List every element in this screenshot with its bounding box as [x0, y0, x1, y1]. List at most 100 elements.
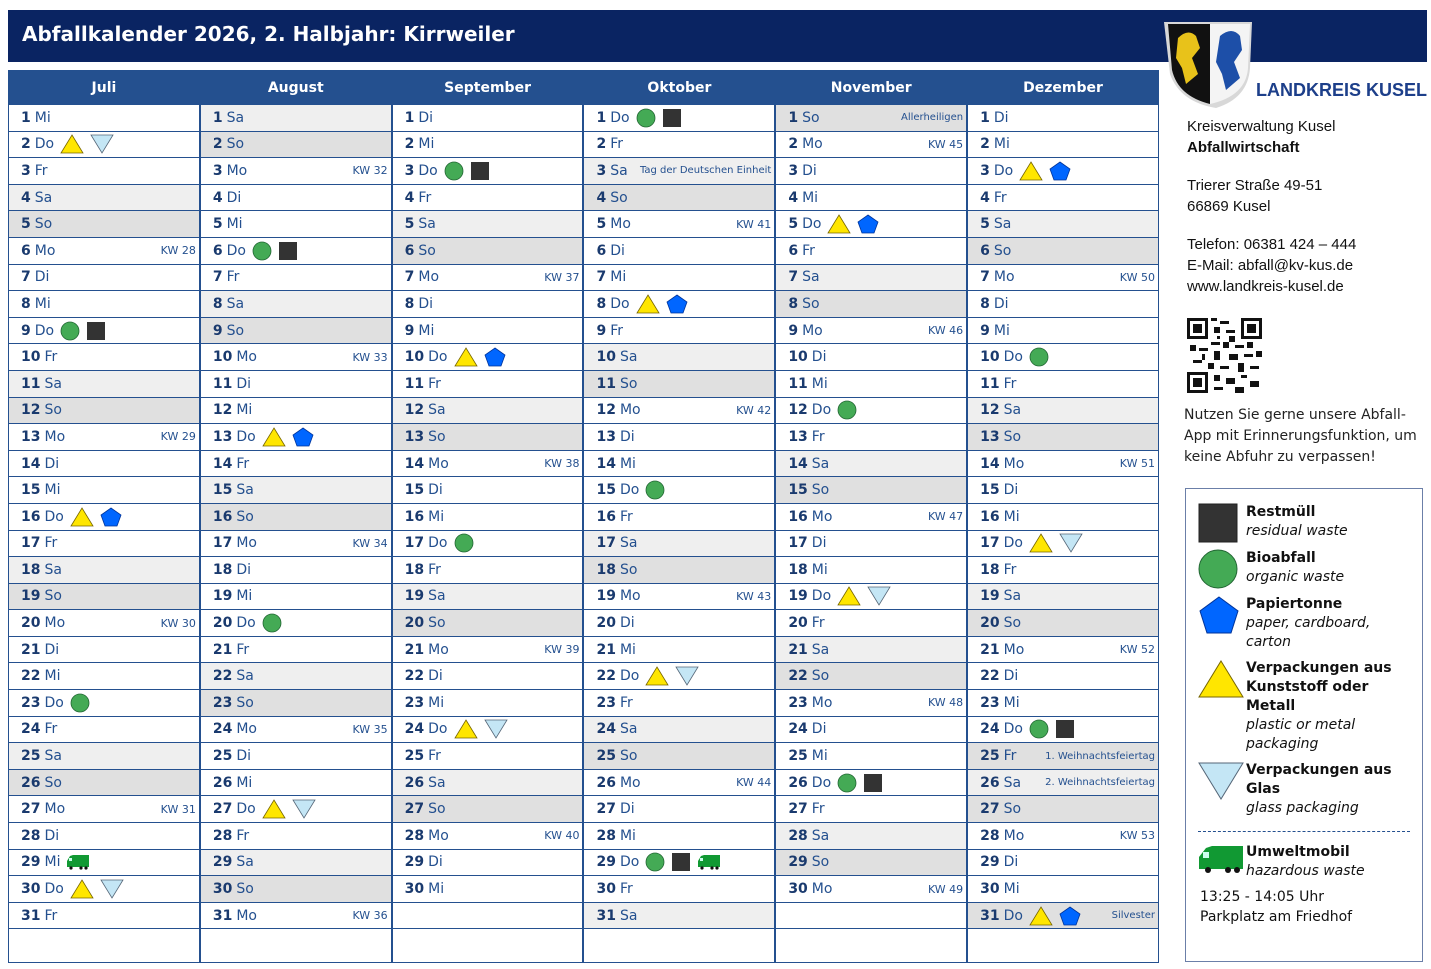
- day-row: 26 Sa 2. Weihnachtsfeiertag: [968, 769, 1158, 797]
- rest-pickup-icon: [86, 321, 106, 341]
- rest-pickup-icon: [1055, 719, 1075, 739]
- qr-code[interactable]: [1187, 318, 1262, 393]
- week-number: KW 48: [927, 696, 964, 710]
- coat-of-arms-logo: [1164, 22, 1252, 108]
- day-number: 10: [788, 349, 808, 366]
- weekday: Di: [811, 721, 827, 738]
- day-number: 24: [21, 721, 41, 738]
- day-row: 23 Do: [9, 690, 199, 717]
- day-number: 31: [212, 907, 233, 924]
- day-number: 20: [980, 615, 1000, 632]
- day-row: 22 Mi: [9, 663, 199, 691]
- weekday: Mi: [1003, 694, 1020, 711]
- email[interactable]: E-Mail: abfall@kv-kus.de: [1187, 257, 1354, 274]
- day-row: 7 Mi: [584, 265, 775, 292]
- day-number: 25: [404, 748, 425, 765]
- bio-pickup-icon: [1029, 719, 1049, 739]
- dept-name: Abfallwirtschaft: [1187, 139, 1300, 156]
- day-number: 16: [21, 508, 41, 525]
- gelbe-tonne-icon: [70, 506, 94, 527]
- week-number: KW 30: [160, 616, 196, 630]
- day-row: 26 Sa: [392, 769, 583, 797]
- papiertonne-icon: [100, 507, 122, 527]
- weekday: Mo: [1003, 455, 1025, 472]
- weekday: Sa: [811, 827, 830, 844]
- calendar-grid: Juli 1 Mi 2 Do 3 Fr 4 Sa 5 So 6 Mo KW 28 7 Di 8 Mi 9 Do 10 Fr…: [8, 70, 1159, 963]
- day-number: 23: [212, 694, 233, 711]
- day-row: 8 Sa: [200, 291, 391, 318]
- weekday: Sa: [428, 774, 446, 791]
- weekday: Fr: [811, 615, 825, 632]
- blue-pentagon-icon: [1199, 596, 1239, 634]
- weekday: Fr: [1003, 748, 1017, 765]
- day-number: 10: [21, 349, 41, 366]
- day-number: 23: [596, 694, 616, 711]
- day-row: 2 Do: [9, 132, 199, 159]
- weekday: Mo: [811, 508, 833, 525]
- day-row: 8 Di: [392, 291, 583, 318]
- bioabfall-icon: [60, 321, 80, 340]
- day-number: 12: [404, 402, 425, 419]
- weekday: Do: [610, 109, 630, 126]
- day-number: 5: [596, 216, 607, 233]
- day-row: 11 Fr: [392, 371, 583, 398]
- week-number: KW 43: [736, 589, 772, 603]
- day-number: 21: [596, 641, 616, 658]
- day-number: 2: [788, 136, 799, 153]
- weekday: Fr: [811, 801, 825, 818]
- day-row: 9 Do: [9, 318, 199, 345]
- day-number: 7: [980, 269, 990, 286]
- weekday: Sa: [236, 854, 254, 871]
- rest-pickup-icon: [470, 161, 490, 181]
- day-row: 16 Mo KW 47: [776, 504, 967, 531]
- day-row: 8 So: [776, 291, 967, 318]
- day-number: 8: [404, 295, 415, 312]
- gelb-pickup-icon: [70, 879, 94, 899]
- day-number: 31: [596, 907, 616, 924]
- weekday: Mi: [226, 216, 243, 233]
- day-number: 14: [21, 455, 41, 472]
- day-row: 4 So: [584, 184, 775, 212]
- day-number: 3: [788, 162, 799, 179]
- weekday: Do: [428, 721, 448, 738]
- weekday: Sa: [811, 455, 830, 472]
- day-number: 1: [21, 109, 31, 126]
- day-number: 4: [212, 189, 223, 206]
- yellow-triangle-icon: [1198, 660, 1244, 698]
- week-number: KW 44: [736, 776, 772, 790]
- gelbe-tonne-icon: [1029, 533, 1053, 553]
- day-number: 2: [21, 136, 31, 153]
- day-row: 28 Mo KW 53: [968, 823, 1158, 850]
- day-row: 27 Di: [584, 796, 775, 824]
- day-row: 12 Sa: [392, 397, 583, 425]
- website[interactable]: www.landkreis-kusel.de: [1187, 278, 1344, 295]
- day-number: 25: [788, 748, 808, 765]
- day-number: 27: [21, 801, 41, 818]
- day-row: 21 Sa: [776, 636, 967, 664]
- day-number: 21: [788, 641, 808, 658]
- day-number: 13: [788, 428, 808, 445]
- papier-pickup-icon: [292, 427, 314, 447]
- day-number: 6: [21, 242, 31, 259]
- day-number: 14: [596, 455, 616, 472]
- weekday: Sa: [226, 295, 245, 312]
- day-number: 15: [404, 482, 425, 499]
- day-number: 22: [21, 668, 41, 685]
- day-number: 20: [596, 615, 616, 632]
- weekday: Do: [619, 482, 640, 499]
- weekday: Sa: [619, 535, 638, 552]
- weekday: Fr: [428, 561, 441, 578]
- weekday: Sa: [1003, 774, 1022, 791]
- bio-pickup-icon: [645, 852, 665, 872]
- papiertonne-icon: [1059, 906, 1081, 926]
- day-number: 9: [21, 322, 31, 339]
- weekday: Mo: [610, 216, 631, 233]
- gelbe-tonne-icon: [827, 214, 852, 234]
- week-number: KW 53: [1119, 829, 1155, 843]
- glas-icon: [483, 720, 508, 740]
- gelb-pickup-icon: [453, 347, 478, 367]
- day-row: 6 Do: [200, 238, 391, 265]
- day-number: 4: [980, 189, 990, 206]
- weekday: Di: [811, 535, 827, 552]
- weekday: So: [1003, 428, 1022, 445]
